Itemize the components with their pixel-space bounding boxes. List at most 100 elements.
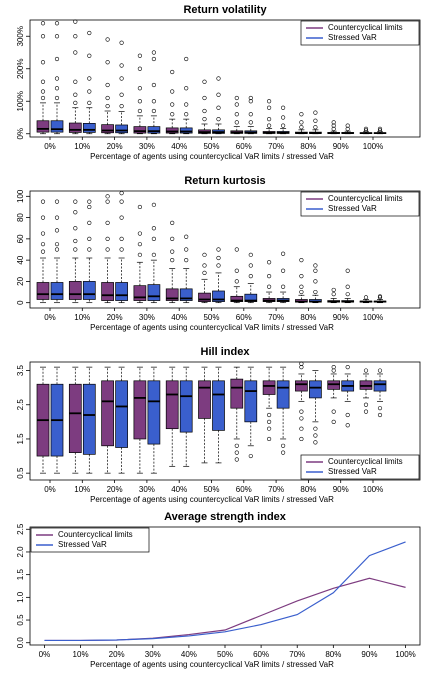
y-tick-label: 80 bbox=[16, 213, 25, 222]
x-tick-label: 30% bbox=[139, 485, 155, 494]
outlier bbox=[299, 125, 304, 130]
outlier bbox=[119, 63, 124, 68]
outlier bbox=[40, 89, 46, 94]
outlier bbox=[267, 117, 272, 122]
y-tick-label: 1.5 bbox=[16, 569, 25, 581]
y-tick-label: 2.0 bbox=[16, 546, 25, 558]
legend-box bbox=[30, 527, 150, 553]
box bbox=[115, 124, 128, 134]
outlier bbox=[87, 204, 92, 210]
x-tick-label: 70% bbox=[268, 142, 284, 151]
outlier bbox=[170, 112, 175, 117]
box bbox=[198, 292, 211, 302]
x-tick-label: 80% bbox=[300, 313, 316, 322]
outlier bbox=[119, 199, 124, 204]
plot-frame bbox=[29, 19, 421, 138]
x-tick-label: 80% bbox=[325, 650, 341, 659]
box bbox=[68, 122, 82, 133]
outlier bbox=[331, 292, 336, 297]
x-tick-label: 60% bbox=[236, 313, 252, 322]
outlier bbox=[119, 76, 124, 81]
box bbox=[179, 380, 193, 433]
outlier bbox=[313, 268, 318, 273]
box bbox=[133, 285, 147, 301]
x-axis-label: Percentage of agents using countercyclic… bbox=[90, 495, 334, 504]
outlier bbox=[54, 76, 60, 81]
outlier bbox=[87, 199, 92, 204]
outlier bbox=[73, 226, 78, 231]
x-tick-label: 0% bbox=[44, 142, 56, 151]
y-tick-label: 60 bbox=[16, 234, 25, 243]
outlier bbox=[234, 268, 239, 273]
outlier bbox=[234, 120, 239, 125]
outlier bbox=[281, 115, 286, 120]
outlier bbox=[281, 443, 286, 448]
box bbox=[165, 288, 179, 301]
outlier bbox=[87, 100, 92, 105]
outlier bbox=[248, 453, 253, 459]
box bbox=[101, 124, 114, 134]
x-tick-label: 10% bbox=[74, 313, 90, 322]
outlier bbox=[202, 108, 207, 114]
legend-label: Stressed VaR bbox=[58, 540, 107, 549]
outlier bbox=[119, 236, 124, 241]
outlier bbox=[313, 263, 318, 268]
x-axis-label: Percentage of agents using countercyclic… bbox=[90, 660, 334, 669]
outlier bbox=[248, 273, 253, 279]
outlier bbox=[170, 102, 175, 107]
outlier bbox=[202, 252, 207, 257]
outlier bbox=[202, 95, 207, 101]
outlier bbox=[281, 105, 286, 110]
outlier bbox=[234, 247, 239, 252]
outlier bbox=[313, 433, 318, 438]
outlier bbox=[87, 89, 92, 94]
outlier bbox=[363, 295, 369, 300]
box bbox=[165, 127, 179, 134]
outlier bbox=[299, 426, 304, 431]
outlier bbox=[87, 53, 92, 58]
legend-label: Countercyclical limits bbox=[328, 457, 403, 466]
box bbox=[82, 281, 96, 300]
outlier bbox=[377, 368, 383, 373]
outlier bbox=[248, 112, 253, 117]
box bbox=[82, 122, 96, 133]
outlier bbox=[105, 199, 110, 204]
outlier bbox=[105, 247, 110, 252]
box bbox=[36, 282, 50, 300]
box bbox=[295, 380, 308, 392]
outlier bbox=[40, 242, 46, 247]
outlier bbox=[377, 128, 383, 133]
outlier bbox=[299, 258, 304, 263]
y-tick-label: 40 bbox=[16, 255, 25, 264]
outlier bbox=[54, 247, 60, 252]
x-tick-label: 100% bbox=[363, 313, 383, 322]
outlier bbox=[137, 108, 142, 114]
box bbox=[147, 380, 161, 445]
outlier bbox=[267, 99, 272, 104]
outlier bbox=[87, 30, 92, 36]
box bbox=[82, 383, 96, 455]
outlier bbox=[345, 123, 350, 128]
outlier bbox=[299, 365, 304, 370]
outlier bbox=[281, 450, 286, 455]
outlier bbox=[331, 287, 336, 293]
y-tick-label: 100% bbox=[16, 91, 25, 111]
x-tick-label: 100% bbox=[363, 142, 383, 151]
outlier bbox=[73, 238, 78, 244]
outlier bbox=[299, 120, 304, 125]
box bbox=[373, 380, 387, 392]
box bbox=[244, 380, 258, 423]
outlier bbox=[184, 56, 189, 62]
outlier bbox=[119, 92, 124, 97]
y-tick-label: 0.5 bbox=[16, 614, 25, 626]
outlier bbox=[87, 220, 92, 226]
legend-label: Stressed VaR bbox=[328, 204, 377, 213]
outlier bbox=[119, 215, 124, 220]
outlier bbox=[73, 19, 78, 24]
outlier bbox=[248, 252, 253, 257]
y-tick-label: 300% bbox=[16, 26, 25, 46]
y-tick-label: 1.0 bbox=[16, 591, 25, 603]
outlier bbox=[216, 247, 221, 252]
outlier bbox=[54, 34, 60, 39]
